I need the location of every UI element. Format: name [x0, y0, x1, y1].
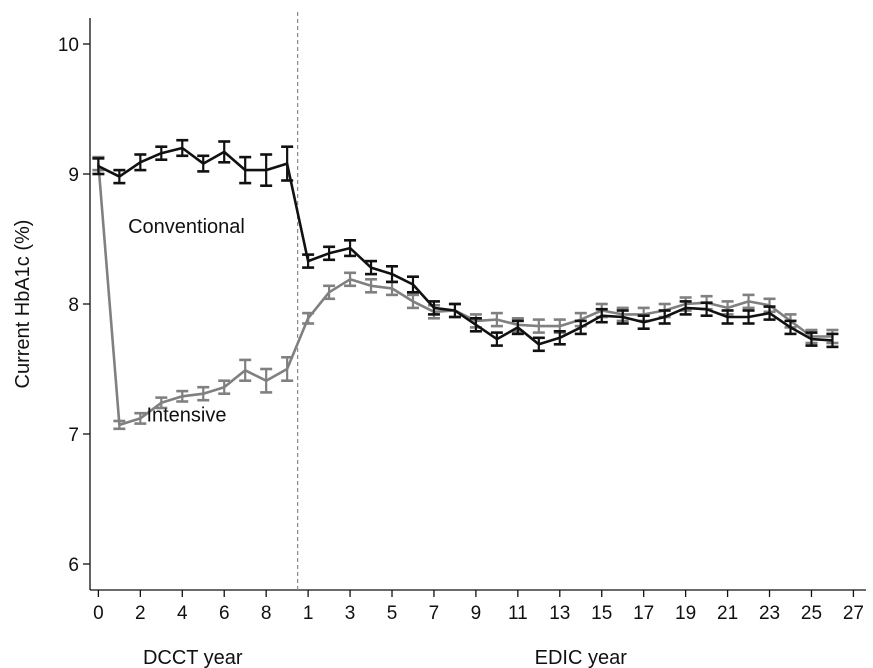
y-tick-label: 8	[68, 295, 79, 316]
conventional-data-point	[810, 337, 813, 341]
conventional-data-point	[139, 161, 142, 164]
intensive-data-point	[181, 395, 184, 398]
x-axis-group-title: EDIC year	[535, 647, 628, 668]
conventional-data-point	[474, 323, 478, 326]
conventional-data-point	[663, 315, 666, 319]
intensive-data-point	[369, 284, 373, 287]
intensive-data-point	[327, 291, 331, 294]
x-tick-label: 4	[177, 603, 188, 624]
x-tick-label: 13	[549, 603, 570, 624]
intensive-data-point	[390, 287, 394, 290]
x-tick-label: 19	[675, 603, 696, 624]
x-tick-label: 27	[843, 603, 864, 624]
conventional-data-point	[202, 162, 205, 165]
conventional-data-point	[453, 309, 457, 312]
intensive-data-point	[747, 300, 750, 303]
conventional-data-point	[97, 165, 100, 168]
conventional-data-point	[369, 266, 373, 269]
conventional-data-point	[684, 306, 687, 310]
x-tick-label: 15	[591, 603, 612, 624]
conventional-data-point	[306, 259, 310, 263]
conventional-data-point	[411, 283, 415, 286]
conventional-data-point	[558, 336, 561, 339]
intensive-data-point	[223, 386, 226, 389]
conventional-series-label: Conventional	[128, 216, 245, 238]
intensive-data-point	[558, 324, 561, 328]
x-tick-label: 0	[93, 603, 104, 624]
conventional-data-point	[516, 326, 520, 329]
conventional-data-point	[432, 306, 436, 310]
intensive-data-point	[285, 367, 289, 371]
conventional-data-point	[244, 168, 247, 172]
intensive-data-point	[202, 392, 205, 395]
conventional-data-point	[537, 343, 541, 346]
conventional-data-point	[831, 339, 834, 342]
conventional-data-point	[181, 146, 184, 150]
conventional-data-point	[705, 308, 708, 311]
intensive-data-point	[726, 306, 729, 310]
conventional-data-point	[495, 337, 499, 341]
conventional-data-point	[768, 311, 771, 315]
intensive-data-point	[264, 379, 268, 382]
conventional-data-point	[160, 152, 163, 155]
x-tick-label: 7	[429, 603, 440, 624]
x-tick-label: 2	[135, 603, 146, 624]
conventional-data-point	[390, 272, 394, 276]
x-axis-group-title: DCCT year	[143, 647, 243, 668]
conventional-data-point	[264, 168, 268, 172]
x-tick-label: 8	[261, 603, 272, 624]
x-tick-label: 5	[387, 603, 398, 624]
conventional-data-point	[327, 252, 331, 255]
conventional-data-point	[747, 315, 750, 319]
conventional-data-point	[579, 326, 582, 329]
y-tick-label: 10	[58, 35, 79, 56]
conventional-data-point	[789, 326, 792, 329]
conventional-data-point	[118, 175, 121, 178]
x-tick-label: 21	[717, 603, 738, 624]
y-tick-label: 6	[68, 555, 79, 576]
intensive-data-point	[139, 417, 142, 420]
x-tick-label: 6	[219, 603, 230, 624]
x-tick-label: 23	[759, 603, 780, 624]
y-tick-label: 7	[68, 425, 79, 446]
intensive-data-point	[244, 369, 247, 372]
conventional-data-point	[600, 314, 603, 317]
x-tick-label: 3	[345, 603, 356, 624]
intensive-data-point	[306, 317, 310, 320]
x-tick-label: 1	[303, 603, 314, 624]
intensive-data-point	[495, 318, 499, 321]
x-tick-label: 11	[508, 603, 528, 624]
conventional-data-point	[348, 246, 352, 250]
conventional-data-point	[223, 150, 226, 154]
conventional-data-point	[621, 315, 624, 319]
intensive-data-point	[160, 401, 163, 404]
intensive-series-label: Intensive	[146, 405, 226, 427]
intensive-series-line	[97, 163, 833, 427]
y-tick-label: 9	[68, 165, 79, 186]
intensive-data-point	[411, 300, 415, 303]
x-tick-label: 25	[801, 603, 822, 624]
x-tick-label: 9	[471, 603, 482, 624]
conventional-series-line	[97, 146, 833, 346]
intensive-data-point	[537, 324, 541, 328]
intensive-data-point	[118, 423, 121, 427]
conventional-data-point	[726, 315, 729, 319]
conventional-data-point	[642, 321, 645, 324]
x-tick-label: 17	[633, 603, 654, 624]
intensive-data-point	[348, 278, 352, 281]
conventional-data-point	[285, 162, 289, 165]
y-axis-title: Current HbA1c (%)	[12, 220, 34, 389]
